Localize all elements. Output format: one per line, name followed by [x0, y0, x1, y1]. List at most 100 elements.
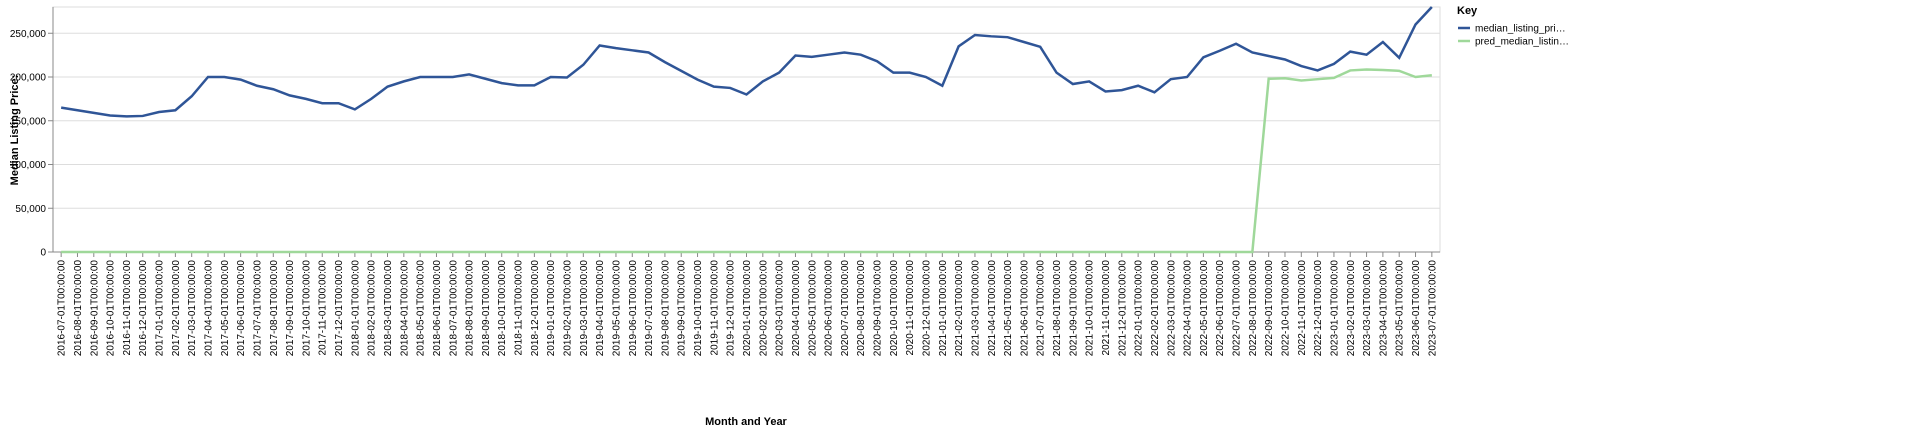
x-tick-label: 2016-09-01T00:00:00 — [89, 260, 100, 357]
legend-title: Key — [1457, 5, 1478, 17]
x-tick-label: 2022-03-01T00:00:00 — [1166, 260, 1177, 357]
x-tick-label: 2018-11-01T00:00:00 — [514, 260, 525, 356]
x-tick-label: 2022-06-01T00:00:00 — [1215, 260, 1226, 357]
x-tick-label: 2020-06-01T00:00:00 — [824, 260, 835, 357]
x-tick-label: 2020-07-01T00:00:00 — [840, 260, 851, 357]
x-tick-label: 2019-03-01T00:00:00 — [579, 260, 590, 357]
x-tick-label: 2019-09-01T00:00:00 — [677, 260, 688, 357]
x-tick-label: 2018-08-01T00:00:00 — [465, 260, 476, 357]
x-tick-label: 2021-07-01T00:00:00 — [1036, 260, 1047, 357]
y-tick-label: 0 — [40, 248, 46, 259]
x-tick-label: 2023-07-01T00:00:00 — [1427, 260, 1438, 357]
x-tick-label: 2020-10-01T00:00:00 — [889, 260, 900, 357]
x-tick-label: 2021-04-01T00:00:00 — [987, 260, 998, 357]
x-tick-label: 2022-01-01T00:00:00 — [1134, 260, 1145, 357]
x-tick-label: 2022-11-01T00:00:00 — [1297, 260, 1308, 356]
x-tick-label: 2016-10-01T00:00:00 — [106, 260, 117, 357]
x-tick-label: 2019-04-01T00:00:00 — [595, 260, 606, 357]
x-tick-label: 2019-07-01T00:00:00 — [644, 260, 655, 357]
x-tick-label: 2018-04-01T00:00:00 — [399, 260, 410, 357]
x-tick-label: 2020-05-01T00:00:00 — [807, 260, 818, 357]
x-tick-label: 2022-10-01T00:00:00 — [1280, 260, 1291, 357]
y-tick-label: 50,000 — [15, 204, 46, 215]
x-tick-label: 2022-09-01T00:00:00 — [1264, 260, 1275, 357]
x-tick-label: 2021-08-01T00:00:00 — [1052, 260, 1063, 357]
x-tick-label: 2017-03-01T00:00:00 — [187, 260, 198, 357]
x-tick-label: 2023-05-01T00:00:00 — [1395, 260, 1406, 357]
x-tick-label: 2022-07-01T00:00:00 — [1232, 260, 1243, 357]
x-tick-label: 2020-12-01T00:00:00 — [921, 260, 932, 357]
x-tick-label: 2021-10-01T00:00:00 — [1085, 260, 1096, 357]
plot-frame — [52, 6, 1441, 253]
x-tick-label: 2018-02-01T00:00:00 — [367, 260, 378, 357]
x-tick-label: 2021-12-01T00:00:00 — [1117, 260, 1128, 357]
x-tick-label: 2022-04-01T00:00:00 — [1183, 260, 1194, 357]
x-axis-title: Month and Year — [705, 416, 787, 428]
legend-label: median_listing_pri… — [1475, 24, 1566, 35]
x-tick-label: 2016-07-01T00:00:00 — [57, 260, 68, 357]
x-tick-label: 2017-07-01T00:00:00 — [252, 260, 263, 357]
x-tick-label: 2017-02-01T00:00:00 — [171, 260, 182, 357]
x-tick-label: 2016-11-01T00:00:00 — [122, 260, 133, 356]
x-tick-label: 2021-01-01T00:00:00 — [938, 260, 949, 357]
x-tick-label: 2020-04-01T00:00:00 — [791, 260, 802, 357]
x-tick-label: 2023-03-01T00:00:00 — [1362, 260, 1373, 357]
legend-label: pred_median_listin… — [1475, 37, 1569, 48]
x-tick-label: 2018-10-01T00:00:00 — [497, 260, 508, 357]
x-tick-label: 2017-10-01T00:00:00 — [301, 260, 312, 357]
y-tick-label: 150,000 — [10, 116, 47, 127]
x-tick-label: 2021-11-01T00:00:00 — [1101, 260, 1112, 356]
x-tick-label: 2019-01-01T00:00:00 — [546, 260, 557, 357]
x-tick-label: 2022-05-01T00:00:00 — [1199, 260, 1210, 357]
x-tick-label: 2020-08-01T00:00:00 — [856, 260, 867, 357]
x-tick-label: 2022-08-01T00:00:00 — [1248, 260, 1259, 357]
x-tick-label: 2018-09-01T00:00:00 — [481, 260, 492, 357]
x-tick-label: 2020-02-01T00:00:00 — [758, 260, 769, 357]
x-tick-label: 2016-08-01T00:00:00 — [73, 260, 84, 357]
series-line — [61, 68, 1432, 254]
x-tick-label: 2017-08-01T00:00:00 — [269, 260, 280, 357]
x-tick-label: 2019-12-01T00:00:00 — [726, 260, 737, 357]
y-tick-label: 200,000 — [10, 73, 47, 84]
x-tick-label: 2017-01-01T00:00:00 — [155, 260, 166, 357]
x-tick-label: 2018-01-01T00:00:00 — [350, 260, 361, 357]
x-tick-label: 2017-09-01T00:00:00 — [285, 260, 296, 357]
x-tick-label: 2018-03-01T00:00:00 — [383, 260, 394, 357]
x-tick-label: 2017-11-01T00:00:00 — [318, 260, 329, 356]
x-tick-label: 2020-11-01T00:00:00 — [905, 260, 916, 356]
x-tick-label: 2017-06-01T00:00:00 — [236, 260, 247, 357]
x-tick-label: 2018-07-01T00:00:00 — [448, 260, 459, 357]
x-tick-label: 2017-04-01T00:00:00 — [204, 260, 215, 357]
x-tick-label: 2023-01-01T00:00:00 — [1329, 260, 1340, 357]
y-tick-label: 250,000 — [10, 29, 47, 40]
y-tick-label: 100,000 — [10, 160, 47, 171]
x-tick-label: 2022-12-01T00:00:00 — [1313, 260, 1324, 357]
x-tick-label: 2017-12-01T00:00:00 — [334, 260, 345, 357]
x-tick-label: 2019-10-01T00:00:00 — [693, 260, 704, 357]
x-tick-label: 2021-09-01T00:00:00 — [1068, 260, 1079, 357]
x-tick-label: 2019-08-01T00:00:00 — [660, 260, 671, 357]
x-tick-label: 2017-05-01T00:00:00 — [220, 260, 231, 357]
x-tick-label: 2021-03-01T00:00:00 — [970, 260, 981, 357]
x-tick-label: 2020-09-01T00:00:00 — [873, 260, 884, 357]
x-tick-label: 2022-02-01T00:00:00 — [1150, 260, 1161, 357]
x-tick-label: 2019-11-01T00:00:00 — [709, 260, 720, 356]
x-tick-label: 2020-01-01T00:00:00 — [742, 260, 753, 357]
y-axis-title: Median Listing Price: — [9, 75, 21, 186]
x-tick-label: 2016-12-01T00:00:00 — [138, 260, 149, 357]
x-tick-label: 2018-12-01T00:00:00 — [530, 260, 541, 357]
x-tick-label: 2021-05-01T00:00:00 — [1003, 260, 1014, 357]
x-tick-label: 2019-05-01T00:00:00 — [611, 260, 622, 357]
series-line — [60, 6, 1433, 118]
x-tick-label: 2018-06-01T00:00:00 — [432, 260, 443, 357]
x-tick-label: 2021-06-01T00:00:00 — [1019, 260, 1030, 357]
x-tick-label: 2018-05-01T00:00:00 — [416, 260, 427, 357]
x-tick-label: 2019-02-01T00:00:00 — [563, 260, 574, 357]
x-tick-label: 2023-04-01T00:00:00 — [1378, 260, 1389, 357]
x-tick-label: 2023-02-01T00:00:00 — [1346, 260, 1357, 357]
x-tick-label: 2023-06-01T00:00:00 — [1411, 260, 1422, 357]
x-tick-label: 2021-02-01T00:00:00 — [954, 260, 965, 357]
x-tick-label: 2020-03-01T00:00:00 — [775, 260, 786, 357]
x-tick-label: 2019-06-01T00:00:00 — [628, 260, 639, 357]
